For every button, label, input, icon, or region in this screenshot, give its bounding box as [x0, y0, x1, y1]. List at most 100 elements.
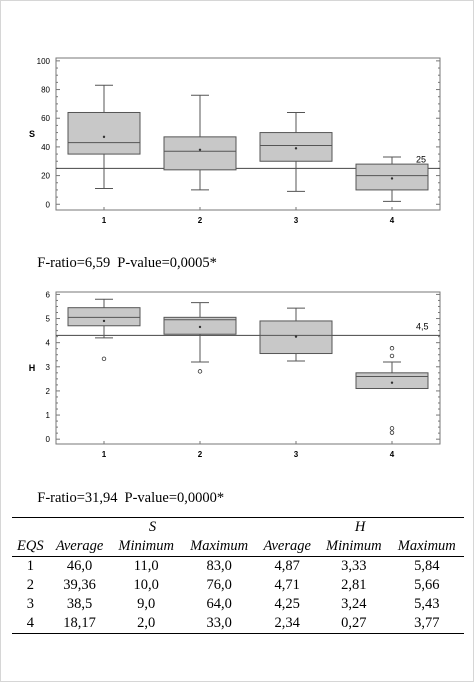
table-col-header: Minimum	[318, 537, 390, 557]
table-cell: 33,0	[181, 614, 257, 634]
y-tick-label: 60	[41, 114, 50, 123]
boxplot-chart-h: 0 1 2 3 4 5 6 H 1 2 3 4 4,5	[29, 290, 441, 459]
x-tick-label: 4	[390, 450, 395, 459]
table-cell: 76,0	[206, 577, 232, 593]
table-group-s: S	[48, 517, 257, 537]
y-tick-label: 4	[46, 339, 51, 348]
y-tick-label: 1	[46, 411, 51, 420]
table-col-header: Average	[256, 537, 319, 557]
table-header-row: EQS Average Minimum Maximum Average Minimum Ma…	[12, 537, 464, 557]
box-iqr	[163, 136, 237, 171]
table-cell: 9,0	[137, 596, 156, 612]
table-cell: 2,34	[256, 614, 319, 634]
y-tick-label: 6	[46, 290, 51, 299]
x-tick-label: 3	[294, 450, 299, 459]
table-row: 2 39,36 10,0 76,0 4,71 2,81 5,66	[12, 576, 464, 595]
mean-marker	[198, 325, 202, 329]
table-cell: 11,0	[133, 558, 159, 574]
table-cell: 3,33	[341, 558, 367, 574]
reference-line-label: 25	[416, 154, 426, 164]
table-cell: 3,24	[341, 596, 367, 612]
table-cell: 3,77	[389, 614, 464, 634]
table-col-header: Average	[48, 537, 111, 557]
stat-text-s: F-ratio=6,59 P-value=0,0005*	[30, 238, 224, 272]
x-tick-label: 2	[198, 216, 203, 225]
stat-text-h: F-ratio=31,94 P-value=0,0000*	[30, 473, 231, 507]
table-cell: 2	[26, 577, 34, 593]
table-col-header: Minimum	[110, 537, 182, 557]
table-col-header: Maximum	[389, 537, 464, 557]
mean-marker	[198, 148, 202, 151]
mean-marker	[102, 135, 106, 139]
plot-frame	[55, 57, 441, 211]
box-iqr	[67, 307, 141, 327]
table-col-header: Maximum	[181, 537, 257, 557]
summary-table: S H EQS Average Minimum Maximum Average Minim…	[12, 517, 464, 634]
mean-marker	[102, 319, 106, 323]
f-ratio-h: F-ratio=31,94	[37, 490, 118, 506]
table-cell: 1	[26, 558, 34, 574]
outlier-point	[389, 430, 395, 435]
y-tick-label: 40	[41, 143, 50, 152]
table-cell: 46,0	[66, 558, 93, 574]
table-col-header: EQS	[12, 537, 49, 557]
box-iqr	[67, 111, 141, 155]
x-tick-label: 2	[198, 450, 203, 459]
mean-marker	[294, 335, 298, 338]
table-cell: 38,5	[66, 596, 93, 612]
x-tick-label: 3	[294, 216, 299, 225]
table-group-h: H	[256, 517, 464, 537]
y-tick-label: 5	[46, 315, 51, 324]
y-tick-label: 20	[41, 172, 50, 181]
table-cell: 18,17	[48, 614, 111, 634]
x-tick-label: 4	[390, 216, 395, 225]
table-cell: 2,81	[341, 577, 367, 593]
outlier-point	[389, 426, 395, 431]
table-cell: 10,0	[133, 577, 159, 593]
mean-marker	[390, 381, 394, 384]
outlier-point	[389, 346, 395, 351]
table-body: 1 46,0 11,0 83,0 4,87 3,33 5,84 2 39,36 10,0 76,0 4…	[12, 557, 464, 634]
box-iqr	[163, 316, 237, 335]
y-axis-label: H	[29, 363, 36, 373]
p-value-s: P-value=0,0005*	[117, 255, 217, 271]
y-tick-label: 0	[46, 435, 51, 444]
table-cell: 5,84	[414, 558, 440, 574]
box-iqr	[355, 163, 429, 191]
box-iqr	[259, 132, 333, 162]
outlier-point	[101, 356, 107, 362]
outlier-point	[197, 369, 203, 374]
table-cell: 4,71	[274, 577, 300, 593]
y-tick-label: 3	[46, 363, 51, 372]
table-cell: 3	[26, 596, 34, 612]
plot-frame	[55, 291, 441, 445]
mean-marker	[390, 177, 394, 180]
f-ratio-s: F-ratio=6,59	[37, 255, 111, 271]
outlier-point	[389, 353, 395, 359]
table-cell: 4,87	[274, 558, 300, 574]
y-tick-label: 80	[41, 86, 50, 95]
x-tick-label: 1	[102, 216, 107, 225]
table-cell: 0,27	[318, 614, 390, 634]
table-cell: 5,66	[414, 577, 440, 593]
table-group-spacer	[12, 517, 49, 537]
y-axis-label: S	[29, 129, 35, 139]
reference-line-label: 4,5	[416, 321, 429, 331]
table-row: 4 18,17 2,0 33,0 2,34 0,27 3,77	[12, 614, 464, 634]
y-tick-label: 0	[46, 200, 51, 209]
table-row: 3 38,5 9,0 64,0 4,25 3,24 5,43	[12, 595, 464, 614]
p-value-h: P-value=0,0000*	[124, 490, 225, 506]
table-row: 1 46,0 11,0 83,0 4,87 3,33 5,84	[12, 557, 464, 577]
y-tick-label: 2	[46, 387, 51, 396]
mean-marker	[294, 147, 298, 150]
table-cell: 64,0	[206, 596, 232, 612]
table-cell: 4,25	[274, 596, 300, 612]
x-tick-label: 1	[102, 450, 107, 459]
table-cell: 2,0	[110, 614, 182, 634]
box-iqr	[355, 372, 429, 390]
table-cell: 5,43	[414, 596, 440, 612]
table-group-row: S H	[12, 517, 464, 537]
y-tick-label: 100	[37, 57, 51, 66]
table-cell: 4	[12, 614, 49, 634]
table-cell: 83,0	[206, 558, 232, 574]
